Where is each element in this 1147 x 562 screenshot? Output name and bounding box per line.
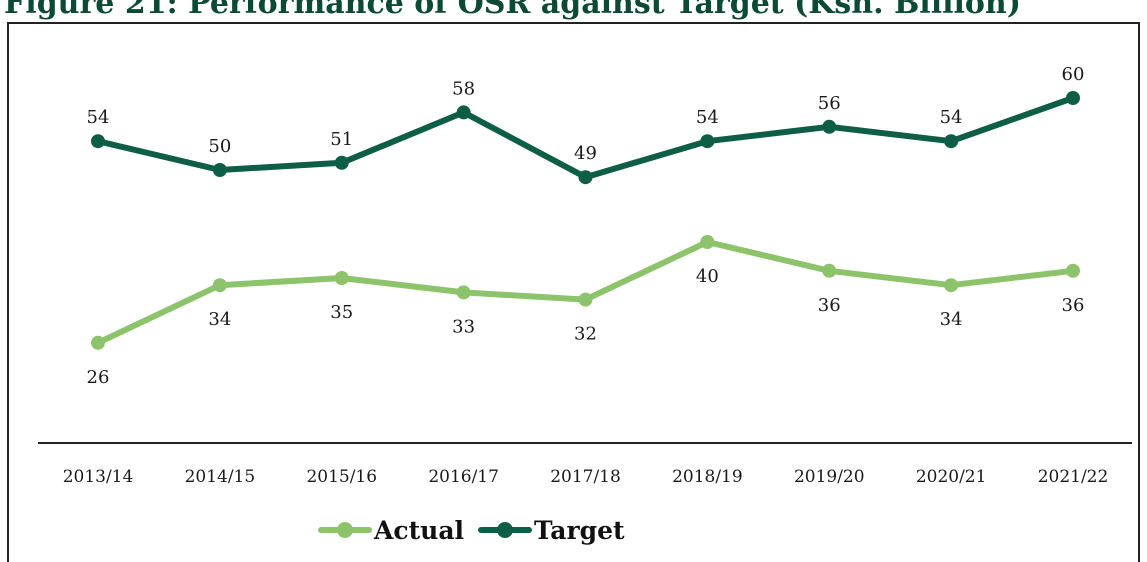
x-tick-label: 2020/21 [916,467,987,487]
data-label-actual: 34 [208,309,231,330]
legend-item-target: Target [478,516,625,545]
x-axis-ticks: 2013/14 2014/15 2015/16 2016/17 2017/18 2018/… [63,467,1109,487]
chart-title: Figure 21: Performance of OSR against Ta… [4,0,1021,21]
data-point-actual [822,263,837,278]
data-point-target [456,105,471,120]
series-target: 54 50 51 58 49 54 56 54 60 [87,64,1085,185]
legend-item-actual: Actual [318,516,464,545]
legend-label-target: Target [534,515,625,545]
x-tick-label: 2015/16 [306,467,377,487]
data-point-actual [944,278,959,293]
data-point-actual [212,278,227,293]
x-tick-label: 2016/17 [428,467,499,487]
x-tick-label: 2014/15 [185,467,256,487]
data-point-target [578,170,593,185]
data-label-actual: 36 [818,295,841,316]
data-point-actual [456,285,471,300]
series-layer: 26 34 35 33 32 40 36 34 36 54 50 51 58 49 54 56 54 60 [87,64,1085,388]
data-label-actual: 36 [1062,295,1085,316]
data-label-target: 54 [940,107,963,128]
legend: Actual Target [318,512,625,548]
data-label-actual: 35 [330,302,353,323]
x-tick-label: 2017/18 [550,467,621,487]
legend-swatch-target [478,522,533,538]
series-line-target [95,95,1076,181]
data-label-actual: 32 [574,324,597,345]
series-actual: 26 34 35 33 32 40 36 34 36 [87,235,1085,388]
data-label-target: 49 [574,143,597,164]
data-point-target [334,155,349,170]
data-label-target: 50 [208,136,231,157]
data-point-actual [578,292,593,307]
legend-swatch-actual [318,522,372,538]
data-label-target: 56 [818,93,841,114]
data-point-target [1066,91,1080,105]
data-label-target: 54 [87,107,110,128]
data-label-actual: 40 [696,266,719,287]
data-point-target [91,134,105,149]
data-point-actual [91,335,105,350]
data-label-actual: 26 [87,367,110,388]
data-label-actual: 33 [452,316,475,337]
data-point-actual [1066,263,1080,278]
data-point-target [822,119,837,134]
data-point-target [212,163,227,177]
x-tick-label: 2019/20 [794,467,865,487]
data-point-target [944,134,959,149]
data-label-actual: 34 [940,309,963,330]
data-label-target: 60 [1062,64,1085,85]
data-point-actual [700,235,715,249]
chart-frame [7,22,1140,562]
x-tick-label: 2018/19 [672,467,743,487]
legend-label-actual: Actual [374,515,465,545]
data-point-target [700,134,715,149]
data-label-target: 51 [330,129,353,150]
data-label-target: 54 [696,107,719,128]
data-point-actual [334,271,349,285]
x-tick-label: 2013/14 [63,467,134,487]
data-label-target: 58 [452,78,475,99]
x-tick-label: 2021/22 [1038,467,1109,487]
